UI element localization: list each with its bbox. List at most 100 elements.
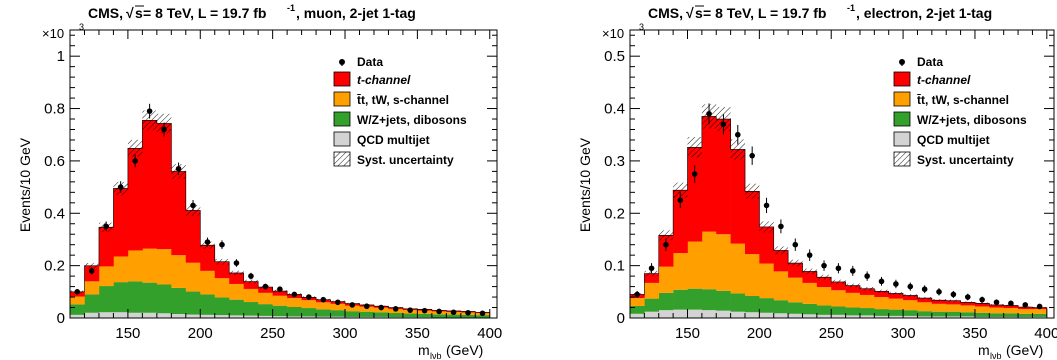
- data-point-17: [879, 279, 885, 285]
- title-energy: = 8 TeV, L = 19.7 fb: [703, 5, 826, 21]
- data-point-28: [480, 310, 486, 316]
- syst-band-bin-17: [874, 290, 888, 293]
- bar-t-t-tw-s-channel-13: [258, 293, 273, 304]
- bar-w-z-jets-dibosons-25: [989, 313, 1004, 317]
- bar-w-z-jets-dibosons-24: [417, 314, 432, 317]
- bar-qcd-multijet-2: [99, 312, 114, 318]
- x-tick-label-300: 300: [891, 325, 916, 342]
- data-point-26: [451, 309, 457, 315]
- x-tick-label-200: 200: [188, 325, 213, 342]
- data-point-28: [1037, 304, 1043, 310]
- bar-t-t-tw-s-channel-11: [788, 278, 803, 303]
- bar-t-t-tw-s-channel-5: [702, 232, 717, 290]
- data-point-21: [936, 289, 942, 295]
- data-point-17: [321, 297, 327, 303]
- data-point-6: [161, 127, 167, 133]
- title-channel: , muon, 2-jet 1-tag: [296, 5, 416, 21]
- data-point-0: [74, 289, 80, 295]
- data-point-18: [335, 299, 341, 305]
- x-axis-label: m lνb (GeV): [418, 342, 483, 360]
- bar-t-t-tw-s-channel-1: [644, 283, 659, 299]
- x-tick-label-400: 400: [1034, 325, 1057, 342]
- y-multiplier: ×10: [42, 26, 64, 41]
- data-point-3: [118, 184, 124, 190]
- data-point-15: [292, 292, 298, 298]
- bar-t-t-tw-s-channel-2: [659, 267, 674, 293]
- y-tick-label-2: 0.4: [44, 205, 65, 222]
- syst-band-bin-14: [831, 280, 845, 284]
- bar-qcd-multijet-8: [745, 312, 760, 318]
- bar-qcd-multijet-9: [759, 313, 774, 318]
- bar-t-t-tw-s-channel-28: [1032, 309, 1047, 314]
- bar-w-z-jets-dibosons-20: [359, 312, 374, 317]
- data-point-23: [965, 294, 971, 300]
- data-point-4: [132, 158, 138, 164]
- bar-w-z-jets-dibosons-26: [1004, 313, 1019, 317]
- bar-t-t-tw-s-channel-18: [889, 299, 904, 310]
- data-point-7: [176, 166, 182, 172]
- bar-t-t-tw-s-channel-1: [84, 281, 99, 294]
- data-point-20: [922, 286, 928, 292]
- bar-w-z-jets-dibosons-2: [99, 286, 114, 312]
- syst-band-bin-15: [846, 284, 860, 288]
- syst-band-bin-13: [817, 275, 831, 280]
- data-point-9: [764, 203, 770, 209]
- bar-t-t-tw-s-channel-3: [673, 253, 688, 290]
- bar-w-z-jets-dibosons-4: [687, 289, 702, 310]
- data-point-12: [248, 273, 254, 279]
- y-axis-label: Events/10 GeV: [17, 137, 33, 232]
- data-point-11: [234, 260, 240, 266]
- x-tick-label-350: 350: [405, 325, 430, 342]
- bar-w-z-jets-dibosons-11: [229, 300, 244, 316]
- bar-w-z-jets-dibosons-0: [70, 304, 85, 314]
- syst-band-bin-22: [946, 300, 960, 302]
- bar-qcd-multijet-7: [731, 312, 746, 318]
- data-point-12: [807, 252, 813, 258]
- bar-qcd-multijet-3: [673, 310, 688, 318]
- bar-t-t-tw-s-channel-17: [316, 302, 331, 309]
- data-point-0: [634, 292, 640, 298]
- bar-t-t-tw-s-channel-8: [745, 254, 760, 296]
- bar-qcd-multijet-3: [113, 312, 128, 318]
- bar-w-z-jets-dibosons-20: [917, 311, 932, 316]
- bar-w-z-jets-dibosons-7: [731, 293, 746, 311]
- y-tick-label-4: 0.8: [44, 101, 65, 118]
- bar-w-z-jets-dibosons-6: [716, 291, 731, 311]
- syst-band-bin-19: [903, 294, 917, 297]
- bar-w-z-jets-dibosons-10: [774, 300, 789, 313]
- data-point-4: [692, 171, 698, 177]
- bar-t-t-tw-s-channel-4: [128, 250, 143, 281]
- legend-data-marker: [339, 59, 345, 65]
- legend-item-tchannel: t-channel: [894, 72, 971, 87]
- bar-t-t-tw-s-channel-16: [860, 295, 875, 308]
- bar-qcd-multijet-1: [84, 313, 99, 318]
- legend-syst-swatch: [334, 152, 350, 166]
- x-tick-label-150: 150: [115, 325, 140, 342]
- bar-t-t-tw-s-channel-6: [157, 249, 172, 284]
- x-label-sub: lνb: [990, 351, 1002, 360]
- bar-w-z-jets-dibosons-3: [673, 290, 688, 310]
- title-sqrt-s: s: [695, 5, 703, 21]
- bar-qcd-multijet-11: [788, 314, 803, 318]
- bar-qcd-multijet-5: [142, 313, 157, 318]
- legend-qcd-swatch: [334, 132, 350, 146]
- title-lumi-exponent: -1: [847, 3, 855, 13]
- bar-t-channel-9: [200, 245, 215, 271]
- bar-w-z-jets-dibosons-1: [644, 299, 659, 312]
- bar-qcd-multijet-4: [687, 310, 702, 318]
- data-point-15: [850, 268, 856, 274]
- data-point-22: [951, 292, 957, 298]
- bar-t-t-tw-s-channel-6: [716, 234, 731, 291]
- bar-qcd-multijet-5: [702, 310, 717, 318]
- data-point-23: [407, 307, 413, 313]
- bar-t-t-tw-s-channel-2: [99, 266, 114, 286]
- bar-w-z-jets-dibosons-17: [874, 309, 889, 316]
- y-tick-label-2: 0.2: [604, 205, 625, 222]
- bar-t-t-tw-s-channel-7: [171, 255, 186, 288]
- data-point-22: [393, 306, 399, 312]
- data-point-14: [836, 265, 842, 271]
- bar-w-z-jets-dibosons-2: [659, 293, 674, 310]
- bar-w-z-jets-dibosons-27: [1018, 314, 1033, 317]
- legend-syst-swatch: [894, 152, 910, 166]
